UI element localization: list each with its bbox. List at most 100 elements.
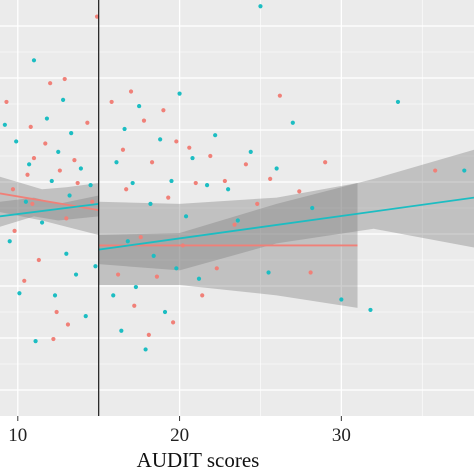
data-point bbox=[122, 126, 127, 132]
data-point bbox=[43, 141, 48, 146]
fit-lines bbox=[0, 192, 474, 251]
data-point bbox=[213, 133, 218, 138]
data-point bbox=[130, 180, 135, 186]
data-point bbox=[266, 270, 271, 275]
x-tick-label: 10 bbox=[8, 425, 27, 446]
data-point bbox=[214, 266, 219, 271]
data-point bbox=[23, 199, 28, 204]
data-point bbox=[132, 303, 137, 308]
x-axis-ticks: 10 20 30 bbox=[8, 416, 351, 446]
data-point bbox=[31, 155, 37, 161]
data-point bbox=[72, 158, 77, 163]
data-point bbox=[222, 178, 227, 184]
data-point bbox=[120, 147, 126, 152]
data-point bbox=[125, 239, 130, 244]
data-point bbox=[200, 293, 205, 298]
data-point bbox=[7, 239, 12, 244]
data-point bbox=[69, 131, 74, 136]
data-point bbox=[277, 93, 282, 98]
data-point bbox=[36, 257, 41, 263]
data-point bbox=[48, 81, 53, 86]
data-point bbox=[166, 195, 171, 200]
confidence-ribbon bbox=[98, 149, 474, 271]
data-point bbox=[49, 178, 54, 184]
data-point bbox=[174, 266, 179, 271]
data-point bbox=[56, 149, 61, 154]
data-point bbox=[4, 99, 9, 105]
data-point bbox=[395, 99, 401, 105]
data-point bbox=[308, 270, 313, 275]
data-point bbox=[12, 228, 17, 233]
data-point bbox=[170, 320, 176, 325]
data-point bbox=[10, 187, 16, 192]
data-point bbox=[60, 97, 66, 102]
data-point bbox=[52, 293, 58, 298]
data-point bbox=[268, 176, 273, 181]
data-point bbox=[75, 180, 80, 186]
data-point bbox=[232, 222, 237, 227]
data-point bbox=[339, 297, 344, 302]
fit-line bbox=[0, 202, 99, 218]
grid-lines bbox=[0, 0, 474, 416]
data-point bbox=[124, 187, 129, 192]
data-point bbox=[64, 251, 69, 256]
data-point bbox=[274, 166, 279, 171]
data-point bbox=[177, 91, 182, 96]
data-point bbox=[297, 189, 302, 194]
data-point bbox=[154, 274, 160, 279]
fit-line bbox=[0, 192, 99, 211]
data-point bbox=[51, 336, 56, 342]
data-point bbox=[169, 178, 174, 184]
data-point bbox=[133, 284, 138, 290]
data-point bbox=[462, 168, 467, 173]
data-point bbox=[235, 218, 240, 223]
data-point bbox=[30, 201, 35, 206]
data-point bbox=[88, 183, 93, 188]
data-point bbox=[62, 76, 67, 82]
data-point bbox=[85, 120, 90, 125]
data-point bbox=[190, 155, 195, 161]
data-point bbox=[162, 309, 168, 315]
data-point bbox=[183, 214, 189, 219]
data-point bbox=[67, 193, 72, 198]
data-point bbox=[174, 139, 179, 144]
confidence-ribbon bbox=[0, 176, 99, 236]
data-point bbox=[148, 201, 153, 206]
data-point bbox=[115, 272, 121, 277]
data-point bbox=[146, 332, 151, 337]
data-points bbox=[2, 4, 467, 352]
data-point bbox=[22, 278, 27, 283]
data-point bbox=[39, 220, 45, 225]
data-point bbox=[119, 328, 124, 333]
data-point bbox=[14, 139, 19, 144]
data-point bbox=[149, 160, 155, 165]
data-point bbox=[208, 153, 213, 159]
data-point bbox=[78, 166, 83, 171]
x-tick-label: 20 bbox=[170, 425, 189, 446]
data-point bbox=[243, 162, 248, 167]
data-point bbox=[109, 99, 114, 105]
data-point bbox=[114, 160, 119, 165]
data-point bbox=[226, 187, 231, 192]
data-point bbox=[65, 322, 71, 327]
data-point bbox=[193, 180, 198, 186]
data-point bbox=[25, 172, 30, 177]
data-point bbox=[433, 168, 438, 173]
data-point bbox=[128, 89, 134, 94]
data-point bbox=[248, 149, 253, 154]
data-point bbox=[151, 253, 156, 258]
data-point bbox=[57, 168, 62, 173]
data-point bbox=[138, 235, 143, 240]
data-point bbox=[310, 205, 315, 211]
data-point bbox=[64, 216, 69, 221]
x-axis-title: AUDIT scores bbox=[137, 448, 260, 472]
data-point bbox=[204, 183, 210, 188]
data-point bbox=[28, 124, 33, 129]
data-point bbox=[44, 116, 50, 121]
data-point bbox=[143, 347, 148, 352]
data-point bbox=[90, 199, 95, 204]
fit-line bbox=[98, 196, 474, 251]
data-point bbox=[158, 137, 163, 142]
data-point bbox=[255, 201, 260, 206]
